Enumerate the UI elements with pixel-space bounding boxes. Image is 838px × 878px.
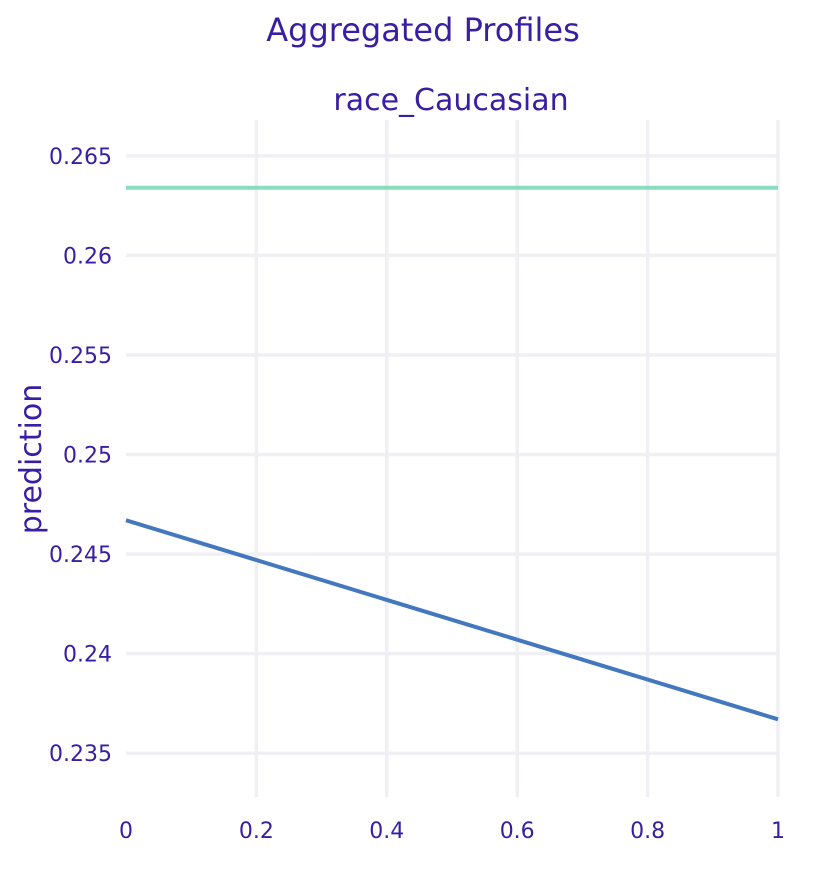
x-tick-label: 0 bbox=[119, 819, 133, 844]
panel-title: race_Caucasian bbox=[333, 83, 568, 118]
series-lines bbox=[125, 185, 779, 722]
grid bbox=[126, 120, 780, 797]
y-tick-label: 0.25 bbox=[63, 444, 112, 469]
series-line-2 bbox=[125, 518, 779, 722]
x-tick-label: 0.6 bbox=[500, 819, 535, 844]
x-tick-label: 0.2 bbox=[239, 819, 274, 844]
x-tick-label: 0.8 bbox=[630, 819, 665, 844]
y-axis-label: prediction bbox=[14, 384, 49, 535]
x-tick-label: 0.4 bbox=[369, 819, 404, 844]
y-tick-label: 0.26 bbox=[63, 244, 112, 269]
y-tick-label: 0.255 bbox=[49, 344, 112, 369]
tick-labels: 0 0.2 0.4 0.6 0.8 1 0.235 0.24 0.245 0.25 0.255 0.2… bbox=[49, 145, 785, 844]
y-tick-label: 0.245 bbox=[49, 543, 112, 568]
chart-title: Aggregated Profiles bbox=[266, 11, 579, 49]
y-tick-label: 0.265 bbox=[49, 145, 112, 170]
y-tick-label: 0.235 bbox=[49, 742, 112, 767]
y-tick-label: 0.24 bbox=[63, 643, 112, 668]
x-tick-label: 1 bbox=[771, 819, 785, 844]
